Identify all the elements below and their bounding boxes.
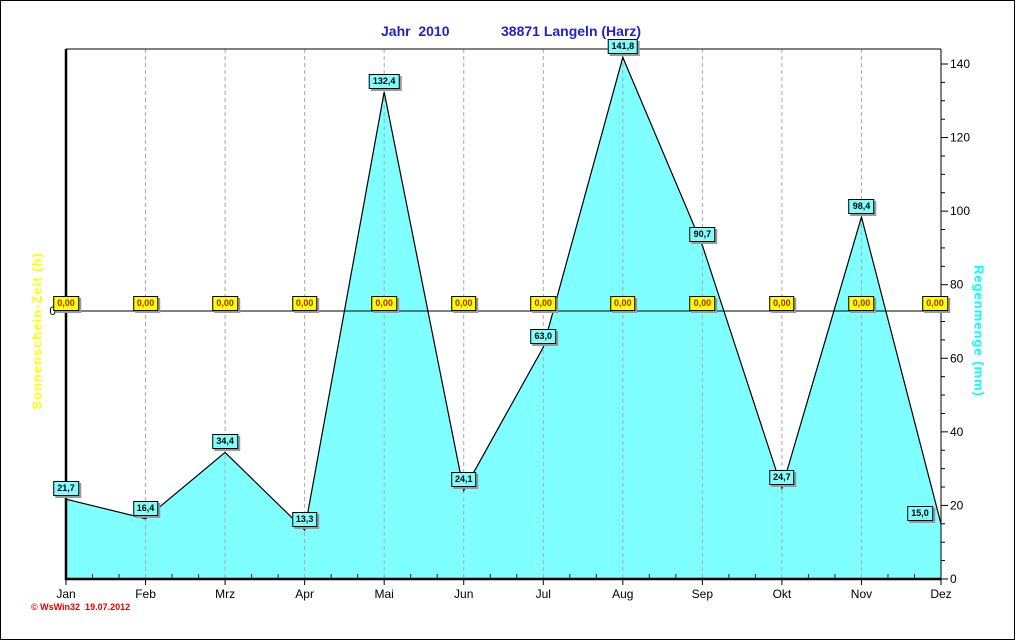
month-label-Feb: Feb (135, 587, 156, 601)
data-label-rain-Feb: 16,4 (132, 500, 159, 516)
data-label-sun-Mai: 0,00 (371, 296, 397, 311)
right-tick-label-100: 100 (950, 204, 970, 218)
data-label-rain-Okt: 24,7 (769, 470, 795, 486)
data-label-sun-Feb: 0,00 (132, 296, 159, 311)
data-label-rain-Jul: 63,0 (530, 329, 557, 345)
data-label-sun-Dez: 0,00 (922, 296, 948, 311)
month-label-Apr: Apr (295, 587, 314, 601)
month-label-Aug: Aug (612, 587, 633, 601)
copyright-stamp: © WsWin32 19.07.2012 (31, 602, 131, 612)
month-label-Mrz: Mrz (215, 587, 235, 601)
month-label-Sep: Sep (692, 587, 714, 601)
data-label-rain-Apr: 13,3 (291, 512, 318, 528)
data-label-sun-Nov: 0,00 (848, 296, 875, 311)
right-tick-label-40: 40 (950, 425, 964, 439)
right-tick-label-80: 80 (950, 278, 964, 292)
data-label-sun-Jun: 0,00 (450, 296, 477, 311)
data-label-rain-Nov: 98,4 (848, 199, 875, 215)
data-label-sun-Mrz: 0,00 (212, 296, 238, 311)
right-tick-label-140: 140 (950, 57, 970, 71)
month-label-Dez: Dez (930, 587, 951, 601)
chart-title-station: 38871 Langeln (Harz) (501, 23, 642, 39)
right-tick-label-0: 0 (950, 572, 957, 586)
chart-title-year: Jahr 2010 (381, 23, 450, 39)
data-label-rain-Mrz: 34,4 (212, 434, 238, 450)
data-label-sun-Sep: 0,00 (689, 296, 716, 311)
data-label-rain-Dez: 15,0 (907, 505, 933, 521)
data-label-rain-Mai: 132,4 (368, 73, 400, 89)
data-label-sun-Jan: 0,00 (53, 296, 79, 311)
month-label-Jan: Jan (56, 587, 75, 601)
left-axis-label-sunshine: Sonnenschein-Zeit (h) (29, 252, 45, 410)
data-label-sun-Jul: 0,00 (530, 296, 557, 311)
right-tick-label-120: 120 (950, 131, 970, 145)
data-label-sun-Aug: 0,00 (610, 296, 636, 311)
month-label-Jun: Jun (454, 587, 473, 601)
data-label-sun-Okt: 0,00 (769, 296, 795, 311)
right-axis-label-rain: Regenmenge (mm) (971, 264, 987, 398)
month-label-Okt: Okt (773, 587, 792, 601)
data-label-sun-Apr: 0,00 (291, 296, 318, 311)
month-label-Jul: Jul (536, 587, 551, 601)
month-label-Nov: Nov (851, 587, 872, 601)
rain-area (66, 57, 941, 580)
rain-area-outline (65, 55, 942, 532)
data-label-rain-Jan: 21,7 (53, 481, 79, 497)
month-label-Mai: Mai (375, 587, 394, 601)
data-label-rain-Aug: 141,8 (607, 39, 639, 55)
data-label-rain-Sep: 90,7 (689, 227, 716, 243)
left-zero-label: 0 (49, 304, 56, 318)
data-label-rain-Jun: 24,1 (450, 472, 477, 488)
right-tick-label-60: 60 (950, 351, 964, 365)
right-tick-label-20: 20 (950, 498, 964, 512)
